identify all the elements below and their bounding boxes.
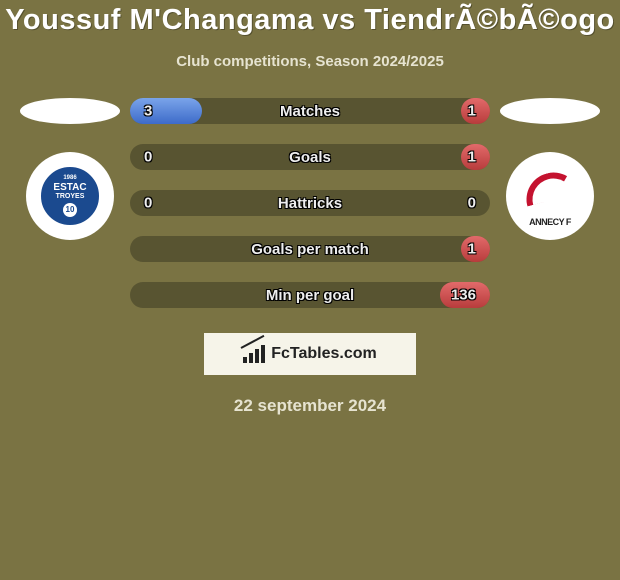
- player-left-avatar: [20, 98, 120, 124]
- stat-label: Goals per match: [251, 241, 369, 258]
- stats-column: Matches 3 1 Goals 0 1 Hattricks 0 0 Goals per mat…: [130, 98, 490, 308]
- player-left-column: 1986 ESTAC TROYES 10: [20, 98, 120, 240]
- brand-name: FcTables.com: [271, 345, 377, 363]
- player-right-column: ANNECY F: [500, 98, 600, 240]
- page-title: Youssuf M'Changama vs TiendrÃ©bÃ©ogo: [5, 4, 615, 37]
- stat-value-left: 0: [144, 149, 152, 166]
- stat-label: Min per goal: [266, 287, 354, 304]
- estac-number: 10: [63, 203, 77, 217]
- stat-value-right: 1: [468, 241, 476, 258]
- content-area: 1986 ESTAC TROYES 10 Matches31Goals01Hat…: [0, 98, 620, 308]
- stat-bar: Goals 0 1: [130, 144, 490, 170]
- footer-date: 22 september 2024: [234, 396, 386, 416]
- annecy-mark: ANNECY F: [523, 169, 577, 223]
- stat-bar: Goals per match 1: [130, 236, 490, 262]
- stat-label: Matches: [280, 103, 340, 120]
- club-badge-left: 1986 ESTAC TROYES 10: [26, 152, 114, 240]
- stat-value-right: 1: [468, 103, 476, 120]
- stat-bar: Matches 3 1: [130, 98, 490, 124]
- stat-bar: Min per goal 136: [130, 282, 490, 308]
- infographic-container: Youssuf M'Changama vs TiendrÃ©bÃ©ogo Clu…: [0, 0, 620, 416]
- estac-text2: TROYES: [56, 193, 85, 201]
- stat-value-right: 1: [468, 149, 476, 166]
- estac-badge-inner: 1986 ESTAC TROYES 10: [38, 164, 102, 228]
- page-subtitle: Club competitions, Season 2024/2025: [176, 53, 444, 70]
- player-right-avatar: [500, 98, 600, 124]
- stat-fill-left: [130, 98, 202, 124]
- brand-logo-box[interactable]: FcTables.com: [203, 332, 417, 376]
- estac-year: 1986: [63, 175, 76, 182]
- stat-value-right: 0: [468, 195, 476, 212]
- stat-value-left: 3: [144, 103, 152, 120]
- stat-bar: Hattricks 0 0: [130, 190, 490, 216]
- estac-text1: ESTAC: [53, 182, 86, 193]
- brand-chart-icon: [243, 345, 265, 363]
- stat-value-left: 0: [144, 195, 152, 212]
- annecy-swoosh-icon: [520, 166, 579, 206]
- stat-value-right: 136: [451, 287, 476, 304]
- annecy-text: ANNECY F: [523, 217, 577, 227]
- stat-label: Goals: [289, 149, 331, 166]
- club-badge-right: ANNECY F: [506, 152, 594, 240]
- stat-label: Hattricks: [278, 195, 342, 212]
